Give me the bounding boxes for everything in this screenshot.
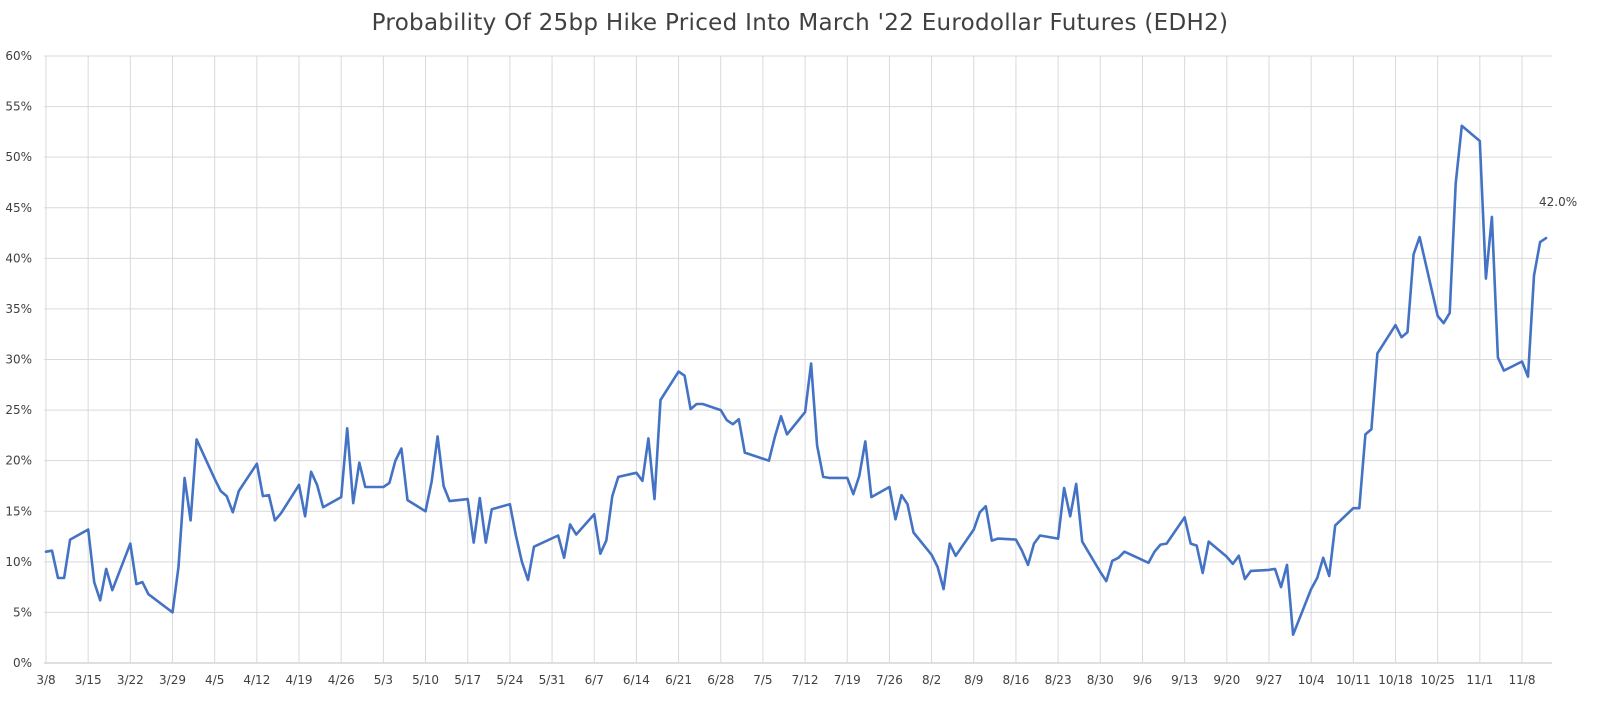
series-line (44, 124, 1548, 637)
grid (44, 55, 1552, 664)
x-tick-label: 4/26 (328, 673, 355, 687)
y-tick-label: 35% (5, 302, 32, 316)
x-tick-label: 5/24 (496, 673, 523, 687)
x-tick-label: 3/15 (75, 673, 102, 687)
y-tick-label: 0% (13, 656, 32, 670)
x-tick-label: 7/5 (753, 673, 772, 687)
x-tick-label: 4/19 (286, 673, 313, 687)
x-tick-label: 8/2 (922, 673, 941, 687)
y-tick-label: 60% (5, 49, 32, 63)
x-tick-label: 10/18 (1378, 673, 1413, 687)
x-tick-label: 11/1 (1466, 673, 1493, 687)
y-tick-label: 25% (5, 403, 32, 417)
x-tick-label: 10/25 (1420, 673, 1455, 687)
x-tick-label: 9/27 (1255, 673, 1282, 687)
x-tick-label: 5/31 (539, 673, 566, 687)
x-tick-label: 6/21 (665, 673, 692, 687)
chart-title: Probability Of 25bp Hike Priced Into Mar… (371, 10, 1229, 36)
x-tick-label: 6/7 (585, 673, 604, 687)
x-tick-label: 4/12 (243, 673, 270, 687)
x-tick-label: 5/3 (374, 673, 393, 687)
series-layer (44, 124, 1548, 637)
y-tick-label: 40% (5, 251, 32, 265)
x-tick-label: 3/22 (117, 673, 144, 687)
y-tick-label: 50% (5, 150, 32, 164)
y-tick-label: 30% (5, 353, 32, 367)
x-tick-label: 7/19 (834, 673, 861, 687)
x-tick-label: 6/28 (707, 673, 734, 687)
y-tick-label: 15% (5, 504, 32, 518)
x-tick-label: 10/4 (1298, 673, 1325, 687)
x-tick-label: 6/14 (623, 673, 650, 687)
x-tick-label: 9/6 (1133, 673, 1152, 687)
x-tick-label: 4/5 (205, 673, 224, 687)
x-tick-label: 7/12 (792, 673, 819, 687)
x-tick-label: 8/9 (964, 673, 983, 687)
annotation-layer: 42.0% (1539, 195, 1577, 209)
y-tick-label: 10% (5, 555, 32, 569)
x-tick-label: 7/26 (876, 673, 903, 687)
y-tick-label: 45% (5, 201, 32, 215)
end-value-label: 42.0% (1539, 195, 1577, 209)
x-tick-label: 8/16 (1002, 673, 1029, 687)
x-tick-label: 3/29 (159, 673, 186, 687)
x-tick-label: 9/13 (1171, 673, 1198, 687)
x-tick-label: 11/8 (1509, 673, 1536, 687)
y-tick-label: 55% (5, 100, 32, 114)
x-tick-label: 5/17 (454, 673, 481, 687)
x-tick-label: 8/23 (1045, 673, 1072, 687)
x-axis-tick-labels: 3/8 3/15 3/22 3/29 4/5 4/12 4/19 4/26 5/3 5/10 5/1… (36, 673, 1535, 687)
x-tick-label: 8/30 (1087, 673, 1114, 687)
x-tick-label: 9/20 (1213, 673, 1240, 687)
x-tick-label: 5/10 (412, 673, 439, 687)
y-axis-tick-labels: 0% 5% 10% 15% 20% 25% 30% 35% 40% 45% 50% 55% 60% (5, 49, 32, 670)
x-tick-label: 3/8 (36, 673, 55, 687)
x-tick-label: 10/11 (1336, 673, 1371, 687)
y-tick-label: 5% (13, 605, 32, 619)
y-tick-label: 20% (5, 454, 32, 468)
